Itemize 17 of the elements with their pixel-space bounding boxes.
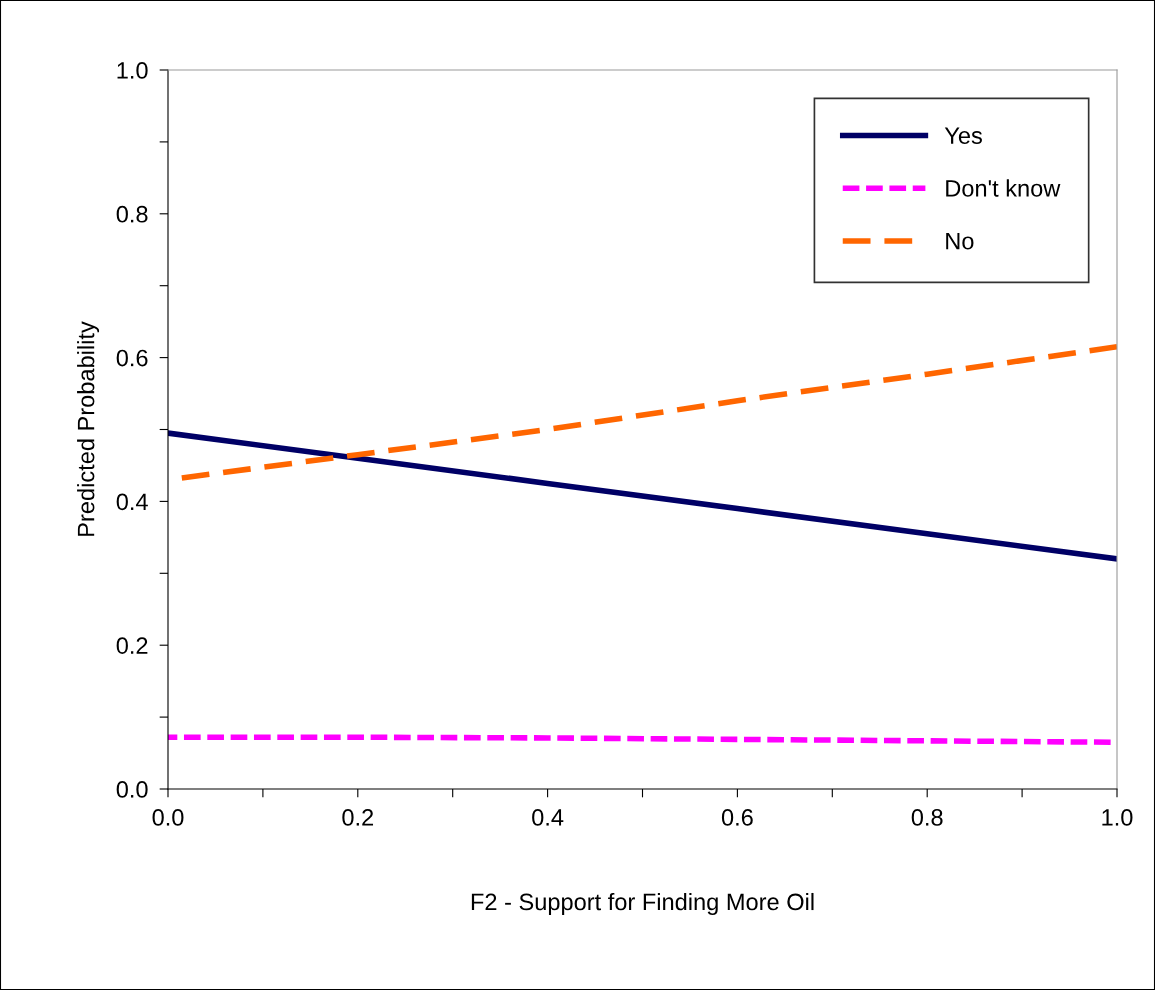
legend-label: Don't know [946, 179, 1061, 197]
y-axis-title: Predicted Probability [77, 321, 100, 536]
y-tick-label: 0.4 [116, 493, 148, 511]
y-tick-label: 0.8 [116, 205, 148, 223]
x-tick-label: 0.0 [152, 809, 184, 826]
y-tick-label: 0.0 [116, 781, 148, 798]
legend-label: Yes [944, 127, 982, 145]
x-axis-title: F2 - Support for Finding More Oil [471, 892, 814, 915]
y-tick-label: 1.0 [117, 62, 148, 79]
y-tick-label: 0.2 [116, 637, 148, 654]
x-tick-label: 0.2 [342, 809, 374, 826]
x-tick-label: 0.6 [721, 809, 753, 826]
y-tick-label: 0.6 [116, 349, 148, 367]
x-tick-label: 0.8 [911, 809, 943, 826]
x-tick-label: 1.0 [1102, 809, 1133, 826]
legend-label: No [946, 232, 974, 250]
x-tick-label: 0.4 [532, 809, 564, 826]
